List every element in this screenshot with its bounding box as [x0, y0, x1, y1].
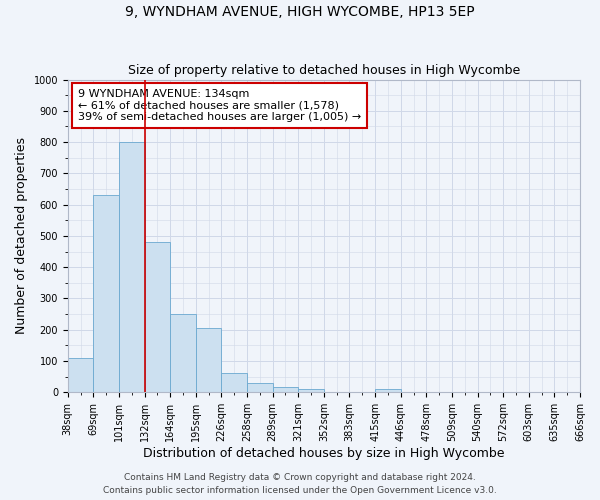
Bar	[170, 314, 196, 392]
Bar	[68, 358, 94, 392]
Text: Contains HM Land Registry data © Crown copyright and database right 2024.
Contai: Contains HM Land Registry data © Crown c…	[103, 474, 497, 495]
Bar	[196, 328, 221, 392]
Bar	[221, 373, 247, 392]
Bar	[298, 389, 324, 392]
Y-axis label: Number of detached properties: Number of detached properties	[15, 138, 28, 334]
Bar	[94, 195, 119, 392]
Bar	[247, 384, 272, 392]
Text: 9 WYNDHAM AVENUE: 134sqm
← 61% of detached houses are smaller (1,578)
39% of sem: 9 WYNDHAM AVENUE: 134sqm ← 61% of detach…	[78, 89, 361, 122]
Bar	[145, 242, 170, 392]
X-axis label: Distribution of detached houses by size in High Wycombe: Distribution of detached houses by size …	[143, 447, 505, 460]
Title: Size of property relative to detached houses in High Wycombe: Size of property relative to detached ho…	[128, 64, 520, 77]
Bar	[272, 386, 298, 392]
Bar	[375, 389, 401, 392]
Bar	[119, 142, 145, 392]
Text: 9, WYNDHAM AVENUE, HIGH WYCOMBE, HP13 5EP: 9, WYNDHAM AVENUE, HIGH WYCOMBE, HP13 5E…	[125, 5, 475, 19]
